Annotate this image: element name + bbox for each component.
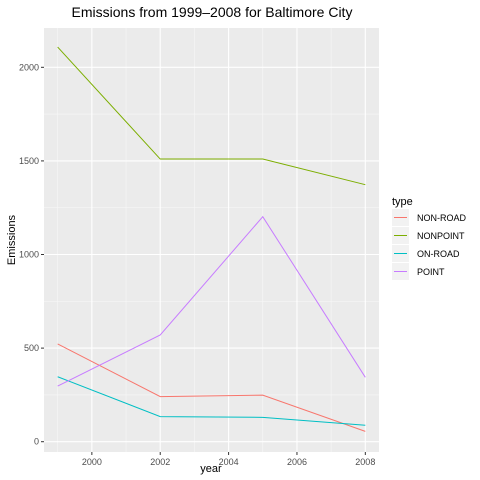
x-tick-label: 2004 [219,457,239,467]
x-tick-label: 2002 [150,457,170,467]
legend-item-nonpoint: NONPOINT [392,227,465,244]
series-line-point [57,215,366,387]
major-gridlines [44,28,379,452]
y-axis-title: Emissions [6,214,18,265]
legend-title: type [392,196,413,208]
y-axis-ticks: 0 500 1000 1500 2000 [19,62,44,447]
legend-item-point: POINT [392,263,445,280]
series-line-nonpoint [57,46,366,186]
y-tick-label: 500 [24,343,39,353]
y-tick-label: 2000 [19,62,39,72]
series-line-on-road [57,376,366,426]
legend: type NON-ROAD NONPOINT ON-ROAD POINT [392,196,466,280]
chart-title: Emissions from 1999–2008 for Baltimore C… [72,4,353,20]
y-tick-label: 1000 [19,250,39,260]
plot-panel [44,28,379,452]
legend-label: NONPOINT [417,231,465,241]
legend-label: POINT [417,267,445,277]
x-tick-label: 2006 [287,457,307,467]
series-lines [57,46,366,432]
x-axis-ticks: 2000 2002 2004 2006 2008 [82,452,375,467]
series-line-non-road [57,343,366,432]
x-tick-label: 2008 [355,457,375,467]
x-tick-label: 2000 [82,457,102,467]
legend-item-non-road: NON-ROAD [392,209,466,226]
legend-label: ON-ROAD [417,249,460,259]
y-tick-label: 1500 [19,156,39,166]
x-axis-title: year [200,463,222,475]
legend-item-on-road: ON-ROAD [392,245,460,262]
y-tick-label: 0 [34,437,39,447]
minor-gridlines [44,28,379,452]
legend-label: NON-ROAD [417,213,466,223]
